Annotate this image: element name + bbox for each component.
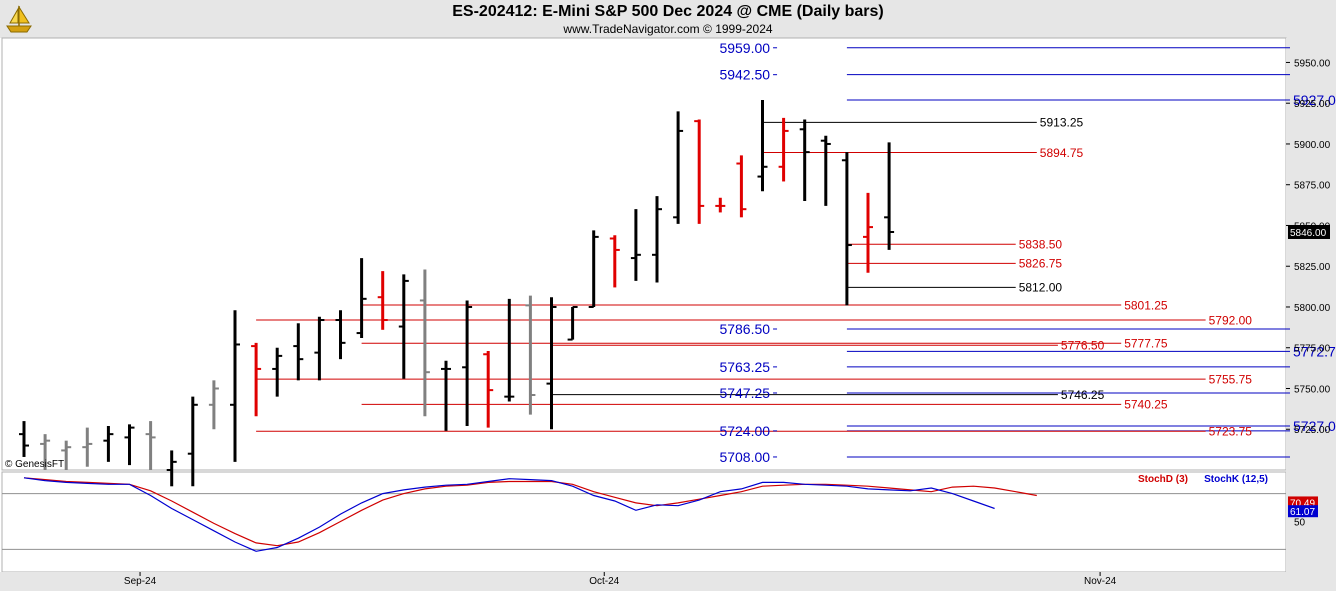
price-axis-background — [1286, 38, 1336, 573]
ohlc-bar — [187, 396, 198, 487]
ohlc-bar — [652, 196, 662, 283]
level-label: 5708.00 — [719, 449, 770, 465]
level-label: 5776.50 — [1061, 339, 1105, 353]
level-label: 5763.25 — [719, 359, 770, 375]
price-tick-label: 5900.00 — [1294, 140, 1331, 151]
level-label: 5826.75 — [1019, 257, 1063, 271]
level-label: 5812.00 — [1019, 281, 1063, 295]
ohlc-bar — [588, 230, 599, 308]
watermark: © GenesisFT — [5, 459, 64, 470]
stoch-tick-label: 50 — [1294, 518, 1306, 529]
ohlc-bar — [546, 297, 557, 430]
sailing-ship-logo-icon — [6, 5, 32, 33]
last-price-label: 5846.00 — [1290, 228, 1327, 239]
ohlc-bar — [525, 295, 536, 415]
ohlc-bar — [398, 274, 409, 379]
price-tick-label: 5950.00 — [1294, 58, 1331, 69]
level-label: 5723.75 — [1209, 425, 1253, 439]
stoch-legend-label: StochK (12,5) — [1204, 474, 1268, 485]
ohlc-bar — [483, 350, 494, 428]
date-tick-label: Sep-24 — [124, 576, 157, 587]
stoch-last-value: 70.49 — [1290, 498, 1315, 509]
ohlc-bar — [272, 347, 283, 397]
ohlc-bar — [293, 323, 304, 381]
ohlc-bar — [19, 421, 29, 457]
stoch-series-line — [23, 477, 1037, 547]
last-price-box — [1288, 224, 1330, 239]
level-label: 5959.00 — [719, 40, 770, 56]
price-tick-label: 5750.00 — [1294, 384, 1331, 395]
ohlc-bar — [820, 135, 831, 206]
price-tick-label: 5800.00 — [1294, 303, 1331, 314]
level-label: 5777.75 — [1124, 337, 1168, 351]
ohlc-bar — [841, 152, 852, 306]
ohlc-bar — [251, 342, 262, 417]
ohlc-bar — [694, 119, 705, 224]
ohlc-bar — [863, 192, 873, 273]
ohlc-bar — [778, 117, 789, 182]
level-label: 5913.25 — [1040, 116, 1084, 130]
ohlc-bar — [230, 310, 240, 462]
level-label: 5724.00 — [719, 423, 770, 439]
level-label: 5838.50 — [1019, 238, 1063, 252]
stochastic-panel-frame — [1, 471, 1287, 573]
ohlc-bar — [377, 271, 388, 330]
price-tick-label: 5725.00 — [1294, 425, 1331, 436]
level-label: 5740.25 — [1124, 398, 1168, 412]
date-tick-label: Nov-24 — [1084, 576, 1117, 587]
ohlc-bar — [314, 316, 325, 381]
ohlc-bar — [40, 434, 51, 470]
level-label: 5894.75 — [1040, 146, 1084, 160]
chart-header — [0, 0, 1336, 38]
level-label: 5786.50 — [719, 321, 770, 337]
ohlc-bar — [335, 310, 346, 360]
stoch-legend-label: StochD (3) — [1138, 474, 1188, 485]
date-tick-label: Oct-24 — [589, 576, 619, 587]
level-label: 5747.25 — [719, 385, 770, 401]
ohlc-bar — [208, 380, 219, 430]
ohlc-bar — [757, 99, 768, 192]
level-label: 5927.00 — [1293, 92, 1336, 108]
chart-subtitle: www.TradeNavigator.com © 1999-2024 — [563, 22, 773, 36]
ohlc-bar — [419, 269, 430, 417]
ohlc-bar — [504, 298, 515, 402]
date-axis-background — [0, 572, 1336, 591]
price-tick-label: 5925.00 — [1294, 99, 1331, 110]
ohlc-bar — [673, 111, 684, 224]
ohlc-bar — [61, 440, 72, 470]
level-label: 5755.75 — [1209, 372, 1253, 386]
level-label: 5942.50 — [719, 67, 770, 83]
ohlc-bar — [82, 427, 93, 467]
ohlc-bar — [441, 360, 451, 431]
level-label: 5801.25 — [1124, 298, 1168, 312]
ohlc-bar — [799, 119, 810, 202]
price-tick-label: 5775.00 — [1294, 344, 1331, 355]
price-tick-label: 5825.00 — [1294, 262, 1331, 273]
ohlc-bar — [715, 197, 726, 213]
ohlc-bar — [884, 142, 895, 250]
ohlc-bar — [356, 258, 367, 338]
stoch-last-value: 61.07 — [1290, 507, 1315, 518]
chart-title: ES-202412: E-Mini S&P 500 Dec 2024 @ CME… — [452, 3, 884, 20]
ohlc-bar — [630, 209, 641, 281]
ohlc-bar — [103, 425, 114, 462]
stoch-last-value-box — [1288, 505, 1318, 518]
level-label: 5746.25 — [1061, 388, 1105, 402]
level-label: 5772.75 — [1293, 343, 1336, 359]
price-panel-frame — [1, 37, 1287, 471]
ohlc-bar — [567, 305, 578, 341]
stoch-series-line — [23, 477, 995, 552]
level-label: 5727.00 — [1293, 418, 1336, 434]
ohlc-bar — [462, 300, 473, 426]
ohlc-bar — [124, 424, 135, 466]
price-tick-label: 5875.00 — [1294, 181, 1331, 192]
level-label: 5792.00 — [1209, 313, 1253, 327]
ohlc-bar — [609, 235, 620, 288]
ohlc-bar — [166, 450, 177, 487]
ohlc-bar — [736, 155, 747, 218]
ohlc-bar — [145, 421, 156, 470]
